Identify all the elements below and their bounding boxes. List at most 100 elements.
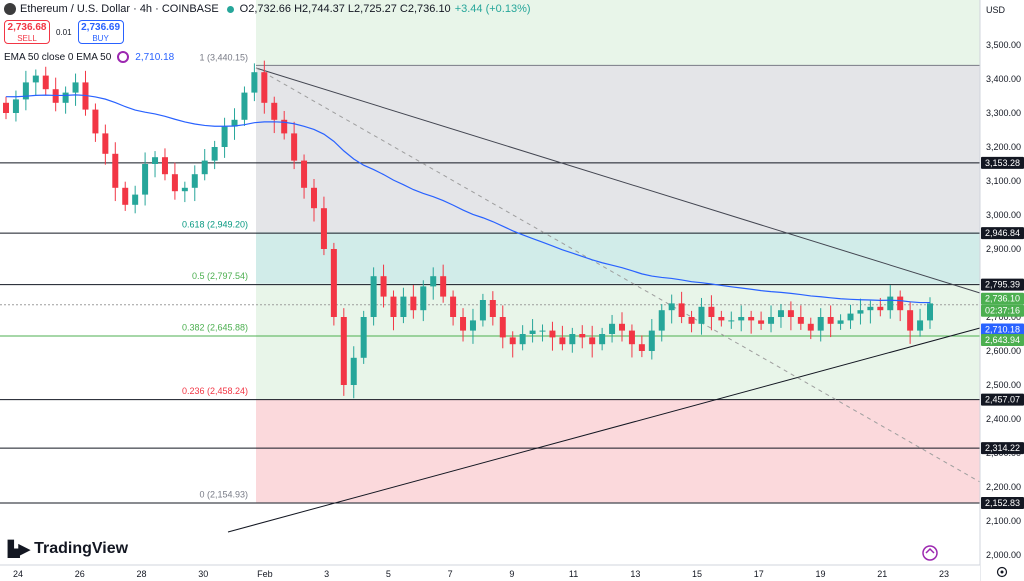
candle-body bbox=[370, 276, 377, 317]
candle bbox=[231, 108, 238, 140]
y-tick-label: 3,000.00 bbox=[986, 210, 1021, 220]
candle-body bbox=[678, 303, 685, 317]
candle bbox=[529, 319, 536, 343]
candle-body bbox=[748, 317, 755, 321]
candle bbox=[479, 293, 486, 327]
candle-body bbox=[479, 300, 486, 321]
candle-body bbox=[609, 323, 616, 334]
zone-gray bbox=[256, 65, 980, 233]
price-label-green: 2,643.94 bbox=[981, 334, 1024, 347]
zone-teal bbox=[256, 232, 980, 284]
price-label-box bbox=[981, 278, 1024, 291]
candle bbox=[420, 280, 427, 322]
candle bbox=[62, 86, 69, 114]
candle bbox=[837, 314, 844, 330]
candle-body bbox=[22, 82, 29, 100]
price-label-box bbox=[981, 304, 1024, 317]
candle-body bbox=[668, 303, 675, 311]
candle-body bbox=[738, 317, 745, 321]
x-tick-label: 15 bbox=[692, 569, 702, 579]
candle-body bbox=[599, 334, 606, 345]
candle-body bbox=[261, 72, 268, 103]
price-label-text: 3,153.28 bbox=[985, 158, 1020, 168]
candle bbox=[340, 308, 347, 396]
candle-body bbox=[152, 157, 159, 164]
x-tick-label: 13 bbox=[630, 569, 640, 579]
candle bbox=[917, 308, 924, 337]
symbol-title[interactable]: Ethereum / U.S. Dollar · 4h · COINBASE bbox=[20, 3, 219, 15]
indicator-settings-icon[interactable] bbox=[117, 51, 130, 63]
candle-body bbox=[301, 160, 308, 188]
time-axis-background bbox=[0, 565, 980, 581]
indicator-legend[interactable]: EMA 50 close 0 EMA 50 2,710.18 bbox=[4, 51, 174, 63]
price-label-text: 2,710.18 bbox=[985, 325, 1020, 335]
candle-body bbox=[72, 82, 79, 93]
candle-body bbox=[420, 286, 427, 311]
candle-body bbox=[807, 323, 814, 331]
tradingview-logo[interactable]: ▙▶ TradingView bbox=[8, 540, 128, 558]
currency-label: USD bbox=[986, 5, 1006, 15]
sell-button[interactable]: 2,736.68 SELL bbox=[4, 20, 50, 44]
candle bbox=[261, 60, 268, 114]
candle bbox=[887, 285, 894, 319]
y-tick-label: 3,500.00 bbox=[986, 40, 1021, 50]
alert-icon[interactable] bbox=[922, 545, 938, 561]
price-label-text: 02:37:16 bbox=[985, 306, 1020, 316]
candle-body bbox=[489, 300, 496, 317]
candle bbox=[599, 327, 606, 351]
candle-body bbox=[509, 337, 516, 345]
x-tick-label: Feb bbox=[257, 569, 273, 579]
candle-body bbox=[221, 126, 228, 147]
candle bbox=[827, 305, 834, 338]
candle bbox=[320, 196, 327, 256]
candle bbox=[549, 321, 556, 351]
price-change: +3.44 (+0.13%) bbox=[454, 3, 531, 15]
candle bbox=[579, 325, 586, 349]
candle bbox=[311, 178, 317, 222]
candle bbox=[12, 90, 19, 122]
symbol-header[interactable]: Ethereum / U.S. Dollar · 4h · COINBASE O… bbox=[4, 3, 531, 15]
candle-body bbox=[887, 296, 894, 311]
candle bbox=[807, 317, 814, 340]
zone-green bbox=[256, 283, 980, 400]
tradingview-mark-icon: ▙▶ bbox=[8, 541, 30, 558]
candle bbox=[370, 267, 377, 326]
y-tick-label: 3,400.00 bbox=[986, 74, 1021, 84]
y-tick-label: 2,400.00 bbox=[986, 414, 1021, 424]
candle-body bbox=[768, 317, 775, 324]
settings-gear-icon[interactable] bbox=[996, 566, 1008, 578]
x-tick-label: 23 bbox=[939, 569, 949, 579]
candle bbox=[698, 297, 705, 335]
candle-body bbox=[708, 306, 715, 317]
fib-label: 0.618 (2,949.20) bbox=[182, 219, 248, 229]
candle bbox=[112, 142, 119, 202]
candle-body bbox=[380, 276, 387, 297]
candle bbox=[32, 69, 39, 96]
candle bbox=[410, 285, 417, 319]
candle bbox=[668, 294, 675, 324]
candle bbox=[42, 66, 49, 96]
candle-body bbox=[132, 194, 139, 205]
candle bbox=[678, 291, 685, 324]
fib-label: 1 (3,440.15) bbox=[199, 52, 248, 62]
candle-body bbox=[271, 102, 278, 120]
candle-body bbox=[927, 303, 933, 321]
candle-body bbox=[787, 310, 794, 317]
candle bbox=[708, 295, 715, 331]
candle-body bbox=[758, 320, 765, 324]
candle-body bbox=[311, 187, 317, 209]
candle-body bbox=[112, 153, 119, 188]
candle bbox=[301, 154, 308, 199]
candle-body bbox=[867, 306, 874, 311]
candle bbox=[271, 96, 278, 134]
price-label-box bbox=[981, 323, 1024, 336]
candle-body bbox=[211, 147, 218, 161]
candle bbox=[3, 96, 9, 120]
buy-button[interactable]: 2,736.69 BUY bbox=[77, 20, 124, 44]
y-tick-label: 2,900.00 bbox=[986, 244, 1021, 254]
candle-body bbox=[191, 174, 198, 188]
x-tick-label: 24 bbox=[13, 569, 23, 579]
fib-label: 0.382 (2,645.88) bbox=[182, 322, 248, 332]
price-label-line: 2,314.22 bbox=[981, 442, 1024, 455]
